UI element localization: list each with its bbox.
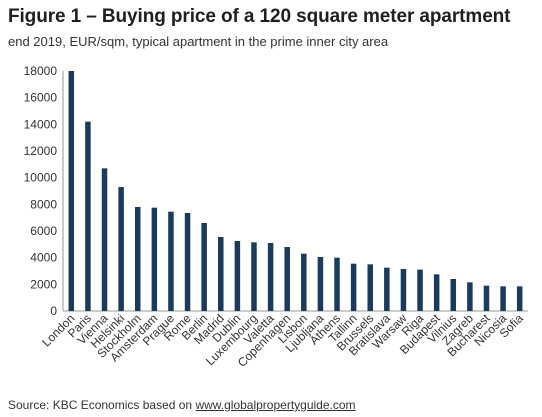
chart-title: Figure 1 – Buying price of a 120 square …: [8, 6, 511, 27]
source-prefix: Source: KBC Economics based on: [8, 398, 196, 412]
x-tick-labels: LondonParisViennaHelsinkiStockholmAmster…: [39, 311, 526, 370]
y-tick-label: 4000: [30, 251, 57, 265]
y-tick-label: 10000: [24, 171, 58, 185]
bar-nicosia: [500, 286, 506, 311]
bar-london: [68, 71, 75, 311]
bar-lisbon: [301, 253, 307, 311]
y-tick-label: 14000: [24, 117, 58, 131]
bar-vilnius: [450, 279, 457, 311]
chart-subtitle: end 2019, EUR/sqm, typical apartment in …: [8, 34, 389, 49]
y-tick-label: 18000: [24, 64, 58, 78]
source-note: Source: KBC Economics based on www.globa…: [8, 398, 356, 412]
bars: [68, 71, 523, 311]
bar-amsterdam: [151, 207, 158, 311]
bar-luxembourg: [251, 242, 257, 311]
bar-bucharest: [483, 285, 490, 311]
bar-dublin: [234, 241, 241, 311]
bar-ljubljana: [317, 257, 324, 311]
y-tick-label: 8000: [30, 197, 57, 211]
bar-riga: [417, 269, 423, 311]
bar-stockholm: [134, 207, 141, 311]
bar-warsaw: [400, 269, 407, 311]
bar-madrid: [218, 237, 224, 311]
bar-sofia: [516, 286, 523, 311]
bar-valetta: [267, 243, 274, 311]
y-tick-labels: 0 2000 4000 6000 8000 10000 12000 14000 16000 180…: [24, 64, 58, 318]
bar-helsinki: [118, 187, 124, 311]
y-tick-label: 16000: [24, 91, 58, 105]
bar-bratislava: [384, 267, 390, 311]
y-tick-label: 6000: [30, 224, 57, 238]
bar-budapest: [433, 274, 440, 311]
bar-rome: [184, 213, 191, 311]
y-tick-label: 2000: [30, 277, 57, 291]
y-tick-label: 0: [50, 304, 57, 318]
bar-tallinn: [350, 263, 357, 311]
bar-chart: 0 2000 4000 6000 8000 10000 12000 14000 16000 180…: [24, 64, 528, 370]
bar-brussels: [367, 264, 373, 311]
bar-paris: [85, 121, 91, 311]
source-link[interactable]: www.globalpropertyguide.com: [195, 398, 356, 412]
bar-zagreb: [467, 282, 473, 311]
bar-athens: [334, 257, 340, 311]
bar-berlin: [201, 223, 207, 311]
bar-prague: [168, 211, 174, 311]
bar-vienna: [101, 168, 108, 311]
y-tick-label: 12000: [24, 144, 58, 158]
bar-copenhagen: [284, 247, 290, 311]
